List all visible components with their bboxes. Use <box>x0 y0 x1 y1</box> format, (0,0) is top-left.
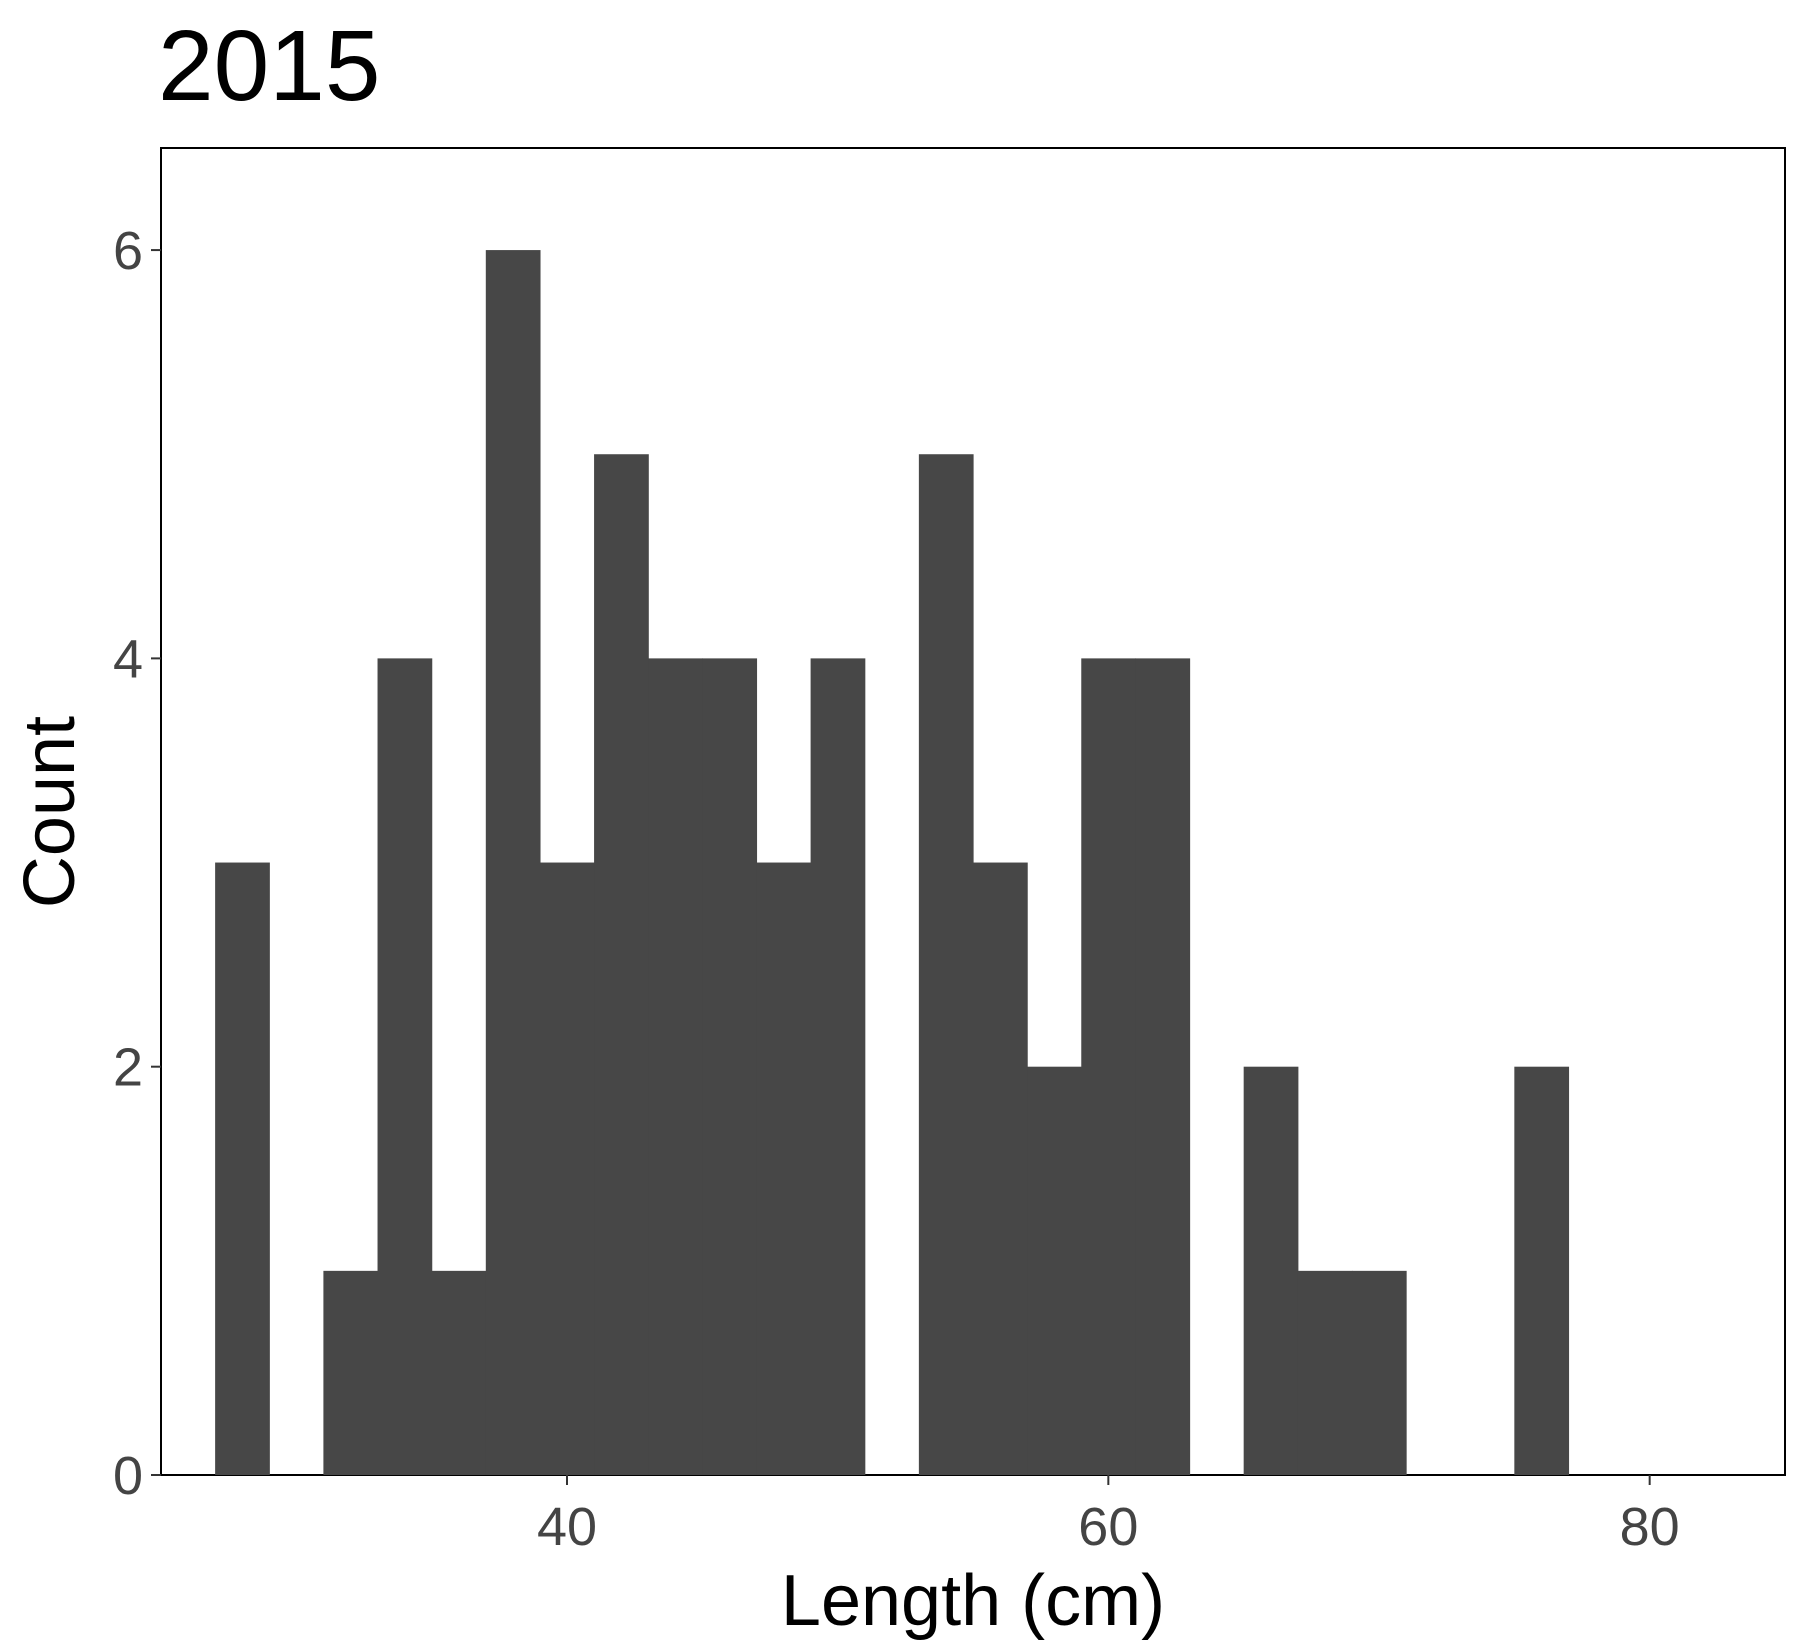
x-tick-label: 60 <box>1078 1497 1138 1557</box>
histogram-bar-13 <box>918 454 974 1476</box>
histogram-bar-6 <box>539 862 595 1475</box>
histogram-bar-3 <box>377 658 433 1475</box>
histogram-bar-20 <box>1297 1270 1353 1475</box>
histogram-bar-4 <box>431 1270 487 1475</box>
histogram-bar-11 <box>810 658 866 1475</box>
histogram-bar-0 <box>215 862 270 1475</box>
histogram-bar-16 <box>1081 658 1136 1475</box>
y-axis: 0 2 4 6 <box>113 221 161 1506</box>
histogram-bar-17 <box>1135 658 1191 1475</box>
y-tick-label: 6 <box>113 221 143 281</box>
x-axis: 40 60 80 <box>537 1475 1680 1557</box>
bars-group <box>215 250 1570 1476</box>
histogram-bar-8 <box>648 658 703 1475</box>
y-tick-label: 4 <box>113 629 143 689</box>
histogram-bar-2 <box>323 1270 379 1475</box>
y-tick-label: 0 <box>113 1446 143 1506</box>
chart-title: 2015 <box>158 10 380 122</box>
histogram-bar-7 <box>594 454 649 1476</box>
histogram-bar-15 <box>1027 1066 1082 1475</box>
histogram-bar-14 <box>973 862 1028 1475</box>
x-tick-label: 40 <box>537 1497 597 1557</box>
x-axis-label: Length (cm) <box>781 1561 1165 1641</box>
histogram-bar-10 <box>756 862 812 1475</box>
y-tick-label: 2 <box>113 1038 143 1098</box>
histogram-bar-24 <box>1514 1066 1570 1475</box>
x-tick-label: 80 <box>1620 1497 1680 1557</box>
histogram-bar-19 <box>1243 1066 1299 1475</box>
histogram-bar-5 <box>485 250 541 1476</box>
y-axis-label: Count <box>10 716 90 908</box>
histogram-bar-9 <box>702 658 758 1475</box>
histogram-bar-21 <box>1351 1270 1407 1475</box>
